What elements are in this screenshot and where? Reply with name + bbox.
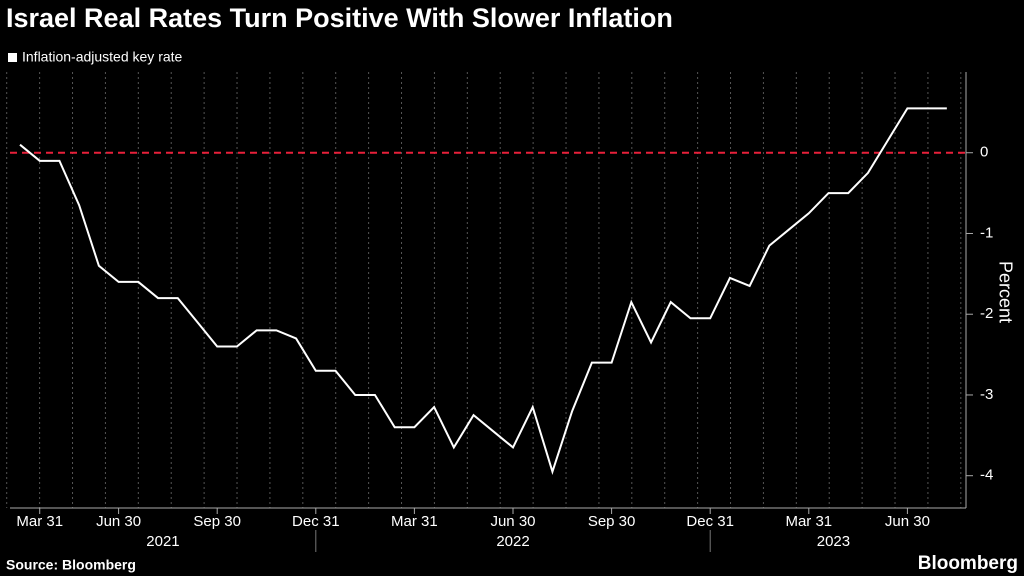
source: Source: Bloomberg xyxy=(6,557,136,573)
x-tick-label: Jun 30 xyxy=(490,513,535,530)
x-tick-label: Mar 31 xyxy=(16,513,63,530)
y-tick-label: -4 xyxy=(980,467,993,484)
x-group-label: 2021 xyxy=(146,533,179,550)
chart-title: Israel Real Rates Turn Positive With Slo… xyxy=(6,3,673,33)
x-tick-label: Sep 30 xyxy=(588,513,636,530)
x-tick-label: Sep 30 xyxy=(193,513,241,530)
legend-swatch xyxy=(8,53,17,62)
x-tick-label: Jun 30 xyxy=(96,513,141,530)
y-tick-label: -2 xyxy=(980,305,993,322)
x-group-label: 2023 xyxy=(817,533,850,550)
x-tick-label: Jun 30 xyxy=(885,513,930,530)
x-tick-label: Dec 31 xyxy=(292,513,340,530)
y-tick-label: -1 xyxy=(980,224,993,241)
y-tick-label: 0 xyxy=(980,144,988,161)
x-tick-label: Mar 31 xyxy=(785,513,832,530)
x-group-label: 2022 xyxy=(496,533,529,550)
x-tick-label: Mar 31 xyxy=(391,513,438,530)
legend-label: Inflation-adjusted key rate xyxy=(22,49,183,65)
y-axis-label: Percent xyxy=(995,261,1015,323)
x-tick-label: Dec 31 xyxy=(686,513,734,530)
y-tick-label: -3 xyxy=(980,386,993,403)
brand: Bloomberg xyxy=(918,553,1018,574)
series-line xyxy=(19,107,947,475)
